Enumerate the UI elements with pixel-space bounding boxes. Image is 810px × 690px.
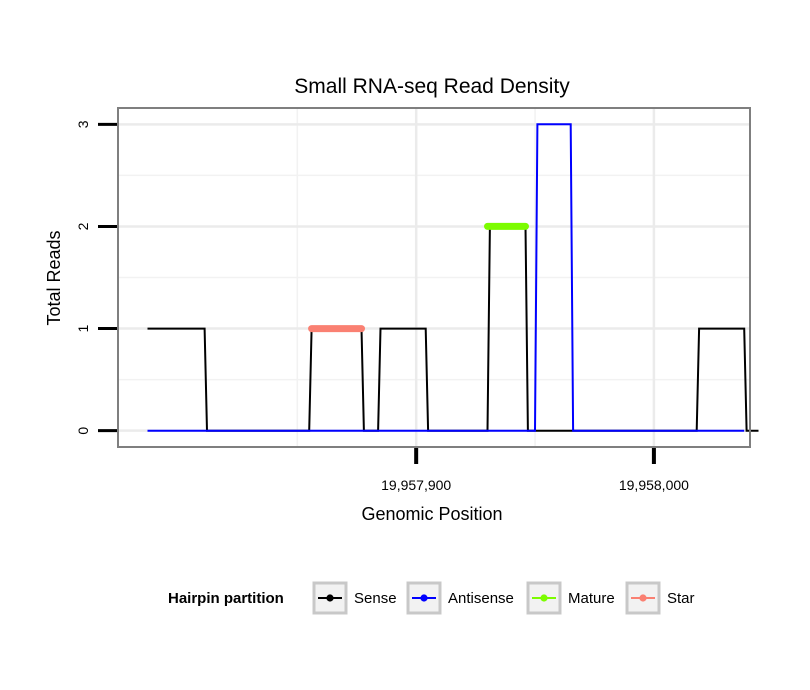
x-axis: 19,957,900 19,958,000 [381,448,689,493]
legend-label-mature: Mature [568,590,615,607]
y-tick-label: 0 [75,427,91,435]
legend-point-star [639,594,647,602]
y-axis: 0 1 2 3 [75,120,117,435]
y-axis-label: Total Reads [44,230,64,325]
series-layer [147,123,759,432]
legend-point-sense [326,594,334,602]
legend: Hairpin partition Sense Antisense Mature St… [168,581,695,615]
y-tick-label: 3 [75,120,91,128]
series-sense-line [147,225,759,432]
x-tick-label: 19,957,900 [381,477,451,493]
legend-point-antisense [420,594,428,602]
plot-panel-border [117,107,751,448]
x-axis-label: Genomic Position [361,504,502,524]
legend-label-sense: Sense [354,590,397,607]
legend-label-antisense: Antisense [448,590,514,607]
y-tick-label: 2 [75,222,91,230]
legend-label-star: Star [667,590,695,607]
grid [119,109,749,446]
legend-point-mature [540,594,548,602]
chart-title: Small RNA-seq Read Density [294,75,570,98]
x-tick-label: 19,958,000 [619,477,689,493]
y-tick-label: 1 [75,324,91,332]
series-antisense-line [147,123,745,432]
legend-title: Hairpin partition [168,590,284,607]
